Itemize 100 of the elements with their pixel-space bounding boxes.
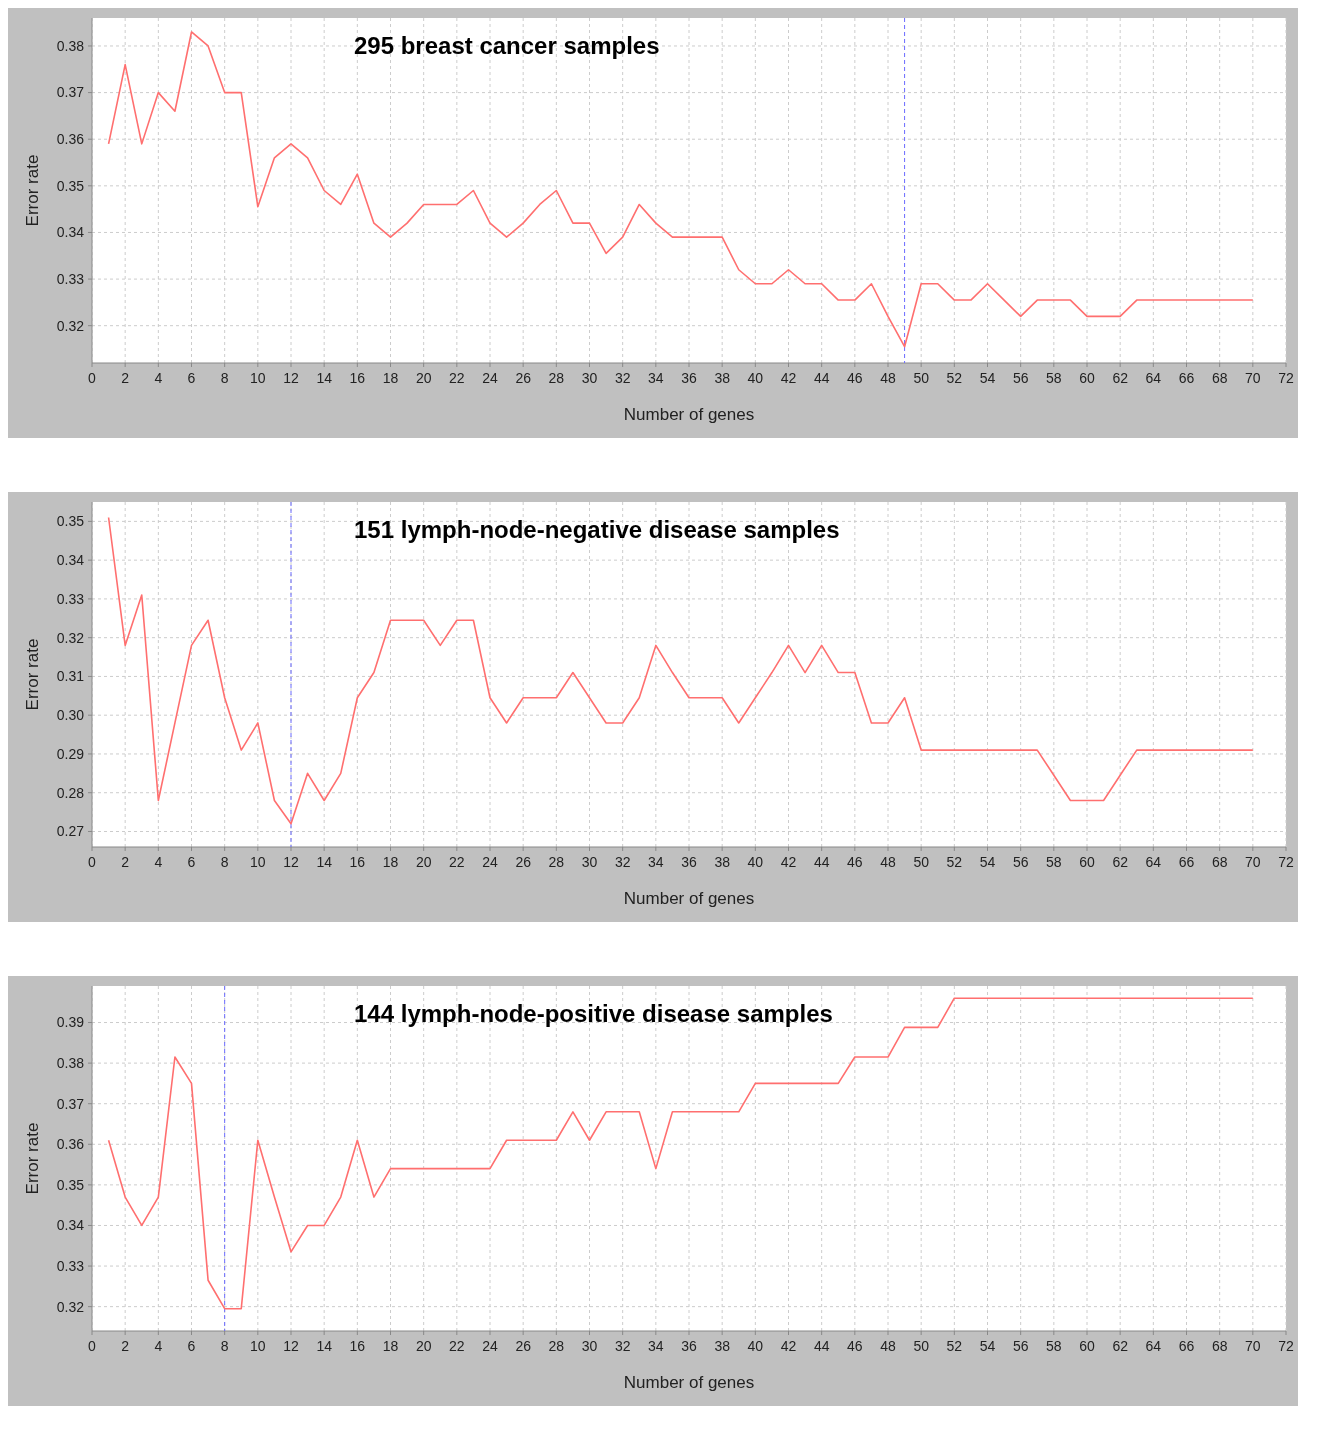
x-tick-label: 32 [614, 854, 631, 870]
y-tick-label: 0.36 [56, 1136, 85, 1153]
x-tick-label: 58 [1046, 370, 1062, 386]
y-tick-label: 0.32 [56, 629, 85, 646]
x-tick-label: 52 [946, 370, 963, 386]
y-tick-label: 0.32 [56, 1298, 85, 1315]
x-tick-label: 58 [1046, 854, 1062, 870]
x-tick-label: 24 [482, 854, 498, 870]
x-tick-label: 6 [187, 1338, 196, 1354]
x-tick-label: 24 [482, 1338, 498, 1354]
y-tick-label: 0.35 [56, 1176, 85, 1193]
x-axis-title: Number of genes [623, 889, 755, 908]
x-tick-label: 16 [349, 854, 366, 870]
x-tick-label: 62 [1112, 1338, 1129, 1354]
x-tick-label: 72 [1278, 854, 1294, 870]
x-tick-label: 58 [1046, 1338, 1062, 1354]
x-tick-label: 64 [1145, 854, 1162, 870]
x-tick-label: 70 [1245, 1338, 1261, 1354]
x-tick-label: 44 [813, 370, 830, 386]
y-tick-label: 0.38 [56, 37, 85, 54]
x-tick-label: 20 [415, 370, 432, 386]
x-tick-label: 4 [154, 370, 163, 386]
x-tick-label: 50 [913, 1338, 930, 1354]
x-tick-label: 24 [482, 370, 498, 386]
x-tick-label: 34 [648, 1338, 664, 1354]
x-tick-label: 54 [979, 1338, 996, 1354]
line-series [107, 31, 1254, 348]
y-tick-label: 0.36 [56, 131, 85, 148]
x-tick-label: 20 [415, 854, 432, 870]
y-tick-label: 0.34 [56, 1217, 85, 1234]
text: 295 breast cancer samples [354, 32, 660, 59]
x-tick-label: 14 [316, 854, 333, 870]
x-tick-label: 4 [154, 854, 163, 870]
x-tick-label: 68 [1211, 854, 1228, 870]
x-tick-label: 8 [220, 1338, 229, 1354]
x-tick-label: 6 [187, 370, 196, 386]
x-tick-label: 42 [780, 1338, 797, 1354]
x-tick-label: 22 [449, 370, 465, 386]
x-tick-label: 64 [1145, 370, 1162, 386]
x-tick-label: 22 [449, 854, 465, 870]
x-tick-label: 70 [1245, 854, 1261, 870]
x-tick-label: 64 [1145, 1338, 1162, 1354]
x-tick-label: 44 [813, 1338, 830, 1354]
x-tick-label: 48 [880, 1338, 896, 1354]
x-tick-label: 72 [1278, 1338, 1294, 1354]
x-tick-label: 8 [220, 370, 229, 386]
x-tick-label: 30 [581, 370, 598, 386]
y-tick-label: 0.27 [56, 823, 85, 840]
x-tick-label: 60 [1079, 370, 1095, 386]
x-tick-label: 56 [1012, 1338, 1029, 1354]
x-tick-label: 54 [979, 854, 996, 870]
x-tick-label: 30 [581, 1338, 598, 1354]
x-tick-label: 12 [283, 370, 299, 386]
x-tick-label: 2 [121, 1338, 130, 1354]
x-tick-label: 18 [382, 1338, 399, 1354]
x-tick-label: 56 [1012, 370, 1029, 386]
x-tick-label: 10 [250, 854, 266, 870]
x-tick-label: 8 [220, 854, 229, 870]
x-tick-label: 72 [1278, 370, 1294, 386]
x-tick-label: 54 [979, 370, 996, 386]
x-tick-label: 36 [681, 1338, 697, 1354]
y-tick-label: 0.37 [56, 1095, 85, 1112]
x-tick-label: 0 [88, 370, 97, 386]
text: 151 lymph-node-negative disease samples [354, 516, 840, 543]
y-tick-label: 0.39 [56, 1014, 85, 1031]
x-tick-label: 34 [648, 370, 664, 386]
y-axis-title: Error rate [23, 1122, 42, 1195]
x-tick-label: 20 [415, 1338, 432, 1354]
x-tick-label: 62 [1112, 854, 1129, 870]
x-tick-label: 66 [1178, 370, 1195, 386]
x-tick-label: 46 [847, 370, 863, 386]
x-tick-label: 16 [349, 370, 366, 386]
x-tick-label: 56 [1012, 854, 1029, 870]
x-tick-label: 28 [548, 1338, 565, 1354]
x-tick-label: 0 [88, 1338, 97, 1354]
x-tick-label: 50 [913, 370, 930, 386]
x-tick-label: 28 [548, 854, 565, 870]
x-tick-label: 32 [614, 1338, 631, 1354]
line-series [107, 516, 1254, 825]
x-tick-label: 40 [747, 854, 764, 870]
x-tick-label: 10 [250, 370, 266, 386]
x-tick-label: 44 [813, 854, 830, 870]
x-tick-label: 62 [1112, 370, 1129, 386]
x-tick-label: 14 [316, 1338, 333, 1354]
x-tick-label: 68 [1211, 370, 1228, 386]
y-tick-label: 0.33 [56, 270, 85, 287]
x-axis-title: Number of genes [623, 405, 755, 424]
x-tick-label: 4 [154, 1338, 163, 1354]
x-tick-label: 48 [880, 854, 896, 870]
x-tick-label: 2 [121, 370, 130, 386]
y-tick-label: 0.31 [56, 668, 85, 685]
x-tick-label: 28 [548, 370, 565, 386]
x-tick-label: 68 [1211, 1338, 1228, 1354]
x-tick-label: 18 [382, 854, 399, 870]
x-tick-label: 70 [1245, 370, 1261, 386]
y-tick-label: 0.32 [56, 317, 85, 334]
x-tick-label: 38 [714, 370, 731, 386]
x-tick-label: 60 [1079, 1338, 1095, 1354]
x-tick-label: 60 [1079, 854, 1095, 870]
x-tick-label: 40 [747, 1338, 764, 1354]
